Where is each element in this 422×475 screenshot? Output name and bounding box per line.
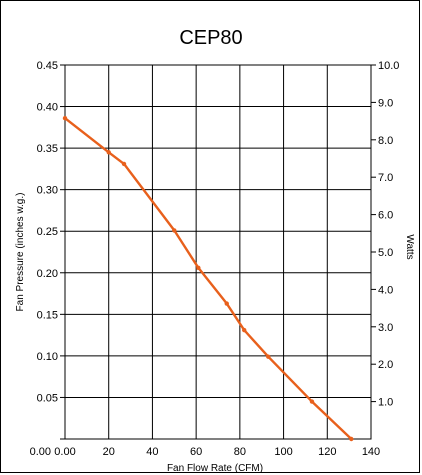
y-tick-label: 0.25 <box>37 226 58 238</box>
y-tick-label: 0.45 <box>37 60 58 72</box>
x-tick-label: 120 <box>318 446 336 458</box>
x-tick-label: 100 <box>274 446 292 458</box>
data-point <box>172 228 177 233</box>
y2-tick-label: 8.0 <box>378 135 393 147</box>
y2-tick-label: 9.0 <box>378 97 393 109</box>
x-tick-label: 140 <box>362 446 380 458</box>
data-point <box>242 327 247 333</box>
data-point <box>106 150 111 155</box>
x-tick-label: 0.00 <box>54 446 75 458</box>
series-layer <box>62 115 354 442</box>
y2-tick-label: 3.0 <box>378 322 393 334</box>
tick-layer: 0.00 20 40 60 80 100 120 140 0.00 0.05 0.10 0.15 0.2… <box>30 60 400 458</box>
data-point <box>121 161 127 167</box>
y-axis-label: Fan Pressure (inches w.g.) <box>15 193 26 312</box>
x-axis-label: Fan Flow Rate (CFM) <box>167 463 263 474</box>
data-point <box>224 301 229 306</box>
y-tick-label: 0.20 <box>37 268 58 280</box>
y-tick-label: 0.05 <box>37 392 58 404</box>
data-point <box>349 436 354 442</box>
data-point <box>196 265 201 270</box>
data-point <box>62 115 68 121</box>
chart-title: CEP80 <box>179 27 242 49</box>
y-tick-label: 0.30 <box>37 185 58 197</box>
data-point <box>309 399 315 404</box>
y2-tick-label: 6.0 <box>378 210 393 222</box>
data-point <box>266 354 271 359</box>
y-tick-label: 0.10 <box>37 351 58 363</box>
x-tick-label: 40 <box>146 446 158 458</box>
y2-tick-label: 1.0 <box>378 397 393 409</box>
x-tick-label: 20 <box>103 446 115 458</box>
y2-tick-label: 2.0 <box>378 359 393 371</box>
plot-area-border <box>64 64 372 440</box>
y-tick-label: 0.35 <box>37 143 58 155</box>
grid-layer <box>65 65 371 439</box>
y-tick-label: 0.15 <box>37 309 58 321</box>
y-tick-label: 0.40 <box>37 102 58 114</box>
y2-tick-label: 10.0 <box>378 60 399 72</box>
y-tick-label: 0.00 <box>30 446 51 458</box>
y2-tick-label: 5.0 <box>378 247 393 259</box>
y2-tick-label: 4.0 <box>378 284 393 296</box>
x-tick-label: 80 <box>234 446 246 458</box>
y2-tick-label: 7.0 <box>378 172 393 184</box>
y2-axis-label: Watts <box>404 234 415 259</box>
pressure-curve-line <box>64 117 353 440</box>
x-tick-label: 60 <box>190 446 202 458</box>
